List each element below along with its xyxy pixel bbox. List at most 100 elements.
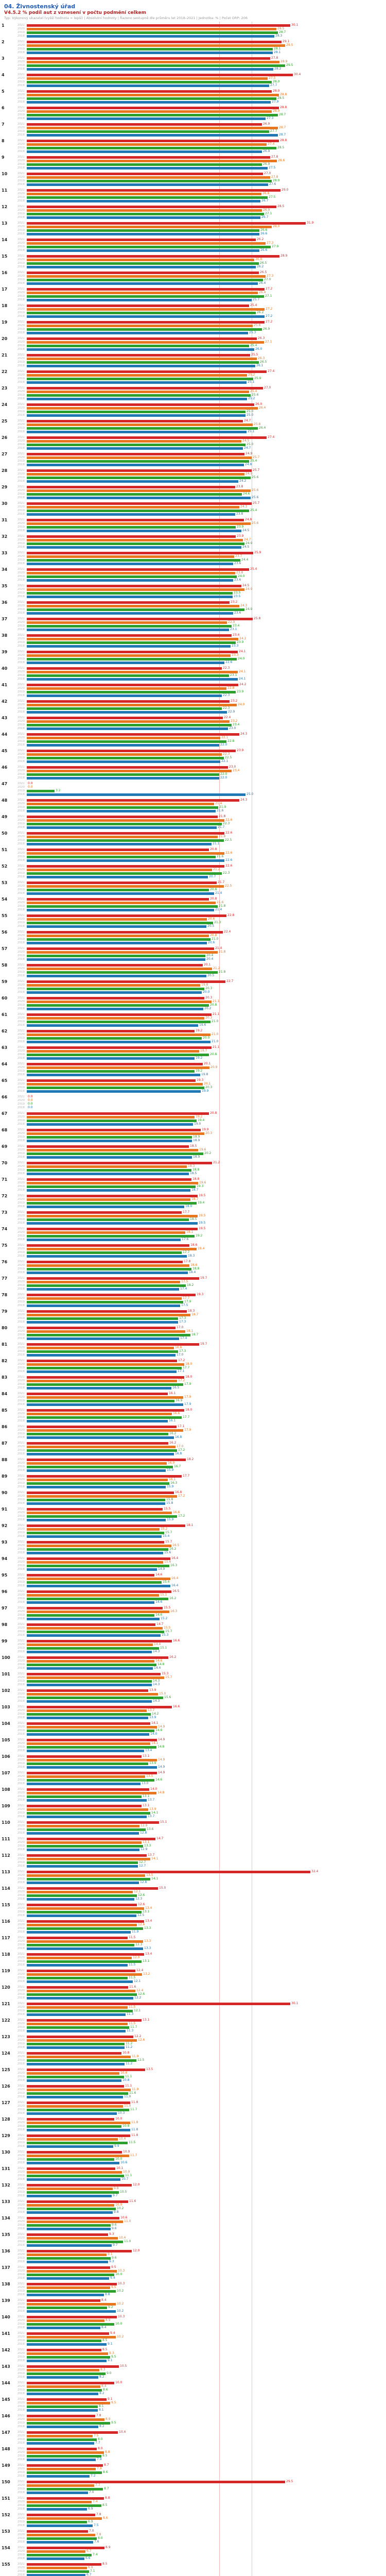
bar [27,526,236,529]
bar-row: 2021 27.0 [0,172,386,176]
year-label: 2020 [17,687,25,690]
year-label: 2021 [17,1705,25,1708]
bar-group: 91 2021 15.5 2020 16.6 2019 17.2 2018 15.9 [0,1507,386,1522]
bar-value-label: 17.2 [178,1379,185,1382]
bar-group: 154 2021 8.9 2020 6.7 2019 7.4 2018 6.6 [0,2546,386,2561]
bar-row: 2019 15.7 [0,1630,386,1634]
bar [27,819,224,822]
bar [27,555,234,558]
bar [27,348,254,351]
bar-group: 47 2021 0.0 2020 0.0 2019 3.2 2018 25.0 [0,782,386,796]
rank-label: 134 [2,2216,10,2221]
bar-row: 2021 20.1 [0,1062,386,1066]
bar-value-label: 16.1 [169,1478,176,1481]
bar-row: 2019 20.2 [0,1152,386,1156]
year-label: 2020 [17,341,25,344]
bar-value-label: 17.4 [180,1336,187,1340]
bar-row: 2018 21.0 [0,1040,386,1044]
bar-row: 2021 16.4 [0,1557,386,1561]
bar-row: 2021 10.5 [0,2365,386,2368]
bar [27,1247,197,1250]
year-label: 2019 [17,212,25,215]
rank-label: 64 [2,1062,8,1066]
year-label: 2018 [17,1832,25,1835]
year-label: 2018 [17,2310,25,2313]
bar-value-label: 26.1 [256,364,264,367]
bar-row: 2020 27.3 [0,242,386,245]
bar-value-label: 21.2 [213,868,220,871]
year-label: 2019 [17,971,25,974]
bar [27,2191,119,2194]
bar-row: 2018 16.8 [0,1452,386,1456]
bar-row: 2018 26.0 [0,348,386,351]
bar-row: 2020 22.1 [0,736,386,740]
bar [27,278,263,281]
bar-value-label: 19.9 [202,1089,209,1093]
year-label: 2019 [17,1086,25,1089]
bar-value-label: 21.1 [213,1012,220,1016]
rank-label: 81 [2,1342,8,1347]
rank-label: 149 [2,2463,10,2468]
bar [27,947,214,950]
bar-row: 2020 23.2 [0,720,386,723]
bar-value-label: 27.5 [269,195,276,199]
bar-row: 2019 0.0 [0,1103,386,1106]
bar-group: 146 2021 7.8 2020 8.9 2019 9.5 2018 8.2 [0,2414,386,2429]
bar-value-label: 28.7 [279,133,286,137]
bar-row: 2018 12.3 [0,1897,386,1901]
bar-row: 2020 13.2 [0,1973,386,1976]
bar [27,1082,203,1086]
year-label: 2018 [17,414,25,417]
bar-row: 2019 19.2 [0,1070,386,1073]
bar-row: 2019 9.5 [0,2355,386,2359]
bar [27,1606,163,1609]
bar [27,1145,189,1148]
year-label: 2018 [17,1436,25,1439]
bar [27,2174,124,2177]
bar-value-label: 16.3 [170,1609,178,1613]
bar-value-label: 13.7 [148,1853,155,1857]
year-label: 2018 [17,2079,25,2082]
year-label: 2019 [17,905,25,908]
bar [27,657,237,660]
bar-row: 2021 24.9 [0,452,386,456]
bar [27,2557,84,2560]
year-label: 2018 [17,480,25,483]
bar-row: 2019 10.8 [0,2125,386,2128]
bar-row: 2019 17.2 [0,1515,386,1518]
bar [27,1194,198,1197]
bar [27,1881,139,1884]
bar-row: 2018 8.2 [0,2376,386,2379]
year-label: 2019 [17,2372,25,2375]
bar [27,2079,121,2082]
year-label: 2018 [17,1205,25,1208]
year-label: 2019 [17,707,25,710]
bar-row: 2021 10.3 [0,2282,386,2286]
bar [27,2524,93,2527]
bar-value-label: 13.6 [147,1827,154,1831]
rank-label: 76 [2,1260,8,1264]
bar-row: 2018 20.4 [0,958,386,961]
bar-group: 113 2021 32.4 2020 13.5 2019 14.1 2018 12.8 [0,1870,386,1885]
rank-label: 46 [2,765,8,770]
bar [27,1841,142,1844]
rank-label: 106 [2,1754,10,1759]
year-label: 2019 [17,1218,25,1221]
year-label: 2021 [17,2381,25,2384]
bar [27,1310,187,1313]
year-label: 2020 [17,2072,25,2075]
year-label: 2018 [17,1551,25,1554]
bar [27,485,235,488]
bar-row: 2018 28.7 [0,133,386,137]
bar-row: 2020 20.3 [0,1016,386,1020]
bar-value-label: 11.7 [130,2025,137,2029]
year-label: 2020 [17,1049,25,1053]
bar-value-label: 21.0 [212,1020,219,1023]
bar-row: 2018 18.0 [0,1205,386,1209]
bar-value-label: 19.7 [200,1049,207,1053]
year-label: 2019 [17,179,25,182]
rank-label: 127 [2,2100,10,2105]
bar-value-label: 22.3 [223,871,230,875]
bar-row: 2020 8.8 [0,2451,386,2454]
bar-row: 2019 29.5 [0,64,386,67]
